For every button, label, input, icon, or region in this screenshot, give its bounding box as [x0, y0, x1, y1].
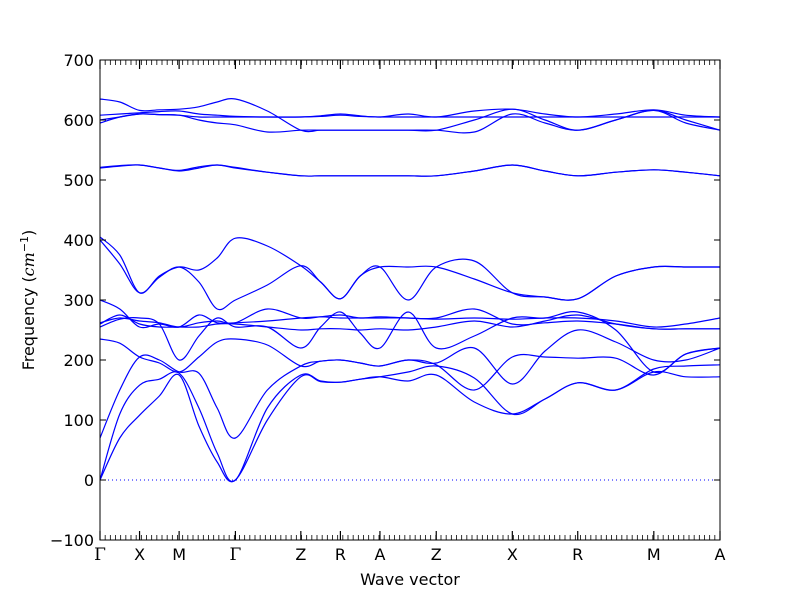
x-symmetry-label: A — [374, 545, 385, 564]
y-tick-label: 0 — [84, 471, 94, 490]
y-tick-label: 500 — [63, 171, 94, 190]
y-tick-label: 300 — [63, 291, 94, 310]
phonon-branch-15 — [99, 108, 721, 118]
x-symmetry-label: R — [335, 545, 346, 564]
x-symmetry-label: Z — [295, 545, 306, 564]
phonon-branch-5 — [99, 311, 721, 374]
phonon-branch-16 — [99, 98, 721, 133]
x-symmetry-label: Z — [431, 545, 442, 564]
phonon-branch-10 — [99, 236, 720, 301]
y-axis-ticks: −100 0 100 200 300 400 500 600 700 — [50, 51, 720, 550]
y-tick-label: 600 — [63, 111, 94, 130]
plot-area — [99, 98, 721, 483]
x-symmetry-label: X — [134, 545, 145, 564]
y-tick-label: 400 — [63, 231, 94, 250]
y-tick-label: 700 — [63, 51, 94, 70]
y-tick-label: 100 — [63, 411, 94, 430]
x-symmetry-label: Γ — [94, 545, 106, 565]
x-symmetry-label: R — [572, 545, 583, 564]
x-axis-label: Wave vector — [360, 570, 460, 589]
x-symmetry-label: X — [507, 545, 518, 564]
phonon-branches — [99, 98, 721, 483]
y-axis-label: Frequency (cm−1) — [18, 230, 39, 371]
phonon-branch-12 — [99, 164, 721, 177]
x-symmetry-label: M — [647, 545, 661, 564]
y-tick-label: 200 — [63, 351, 94, 370]
x-symmetry-label: A — [715, 545, 726, 564]
phonon-branch-4 — [99, 329, 721, 385]
x-minor-ticks — [99, 60, 721, 540]
phonon-branch-8 — [99, 299, 721, 329]
axes-frame — [99, 59, 721, 541]
x-symmetry-label: M — [172, 545, 186, 564]
x-symmetry-label: Γ — [230, 545, 242, 565]
y-tick-label: −100 — [50, 531, 94, 550]
